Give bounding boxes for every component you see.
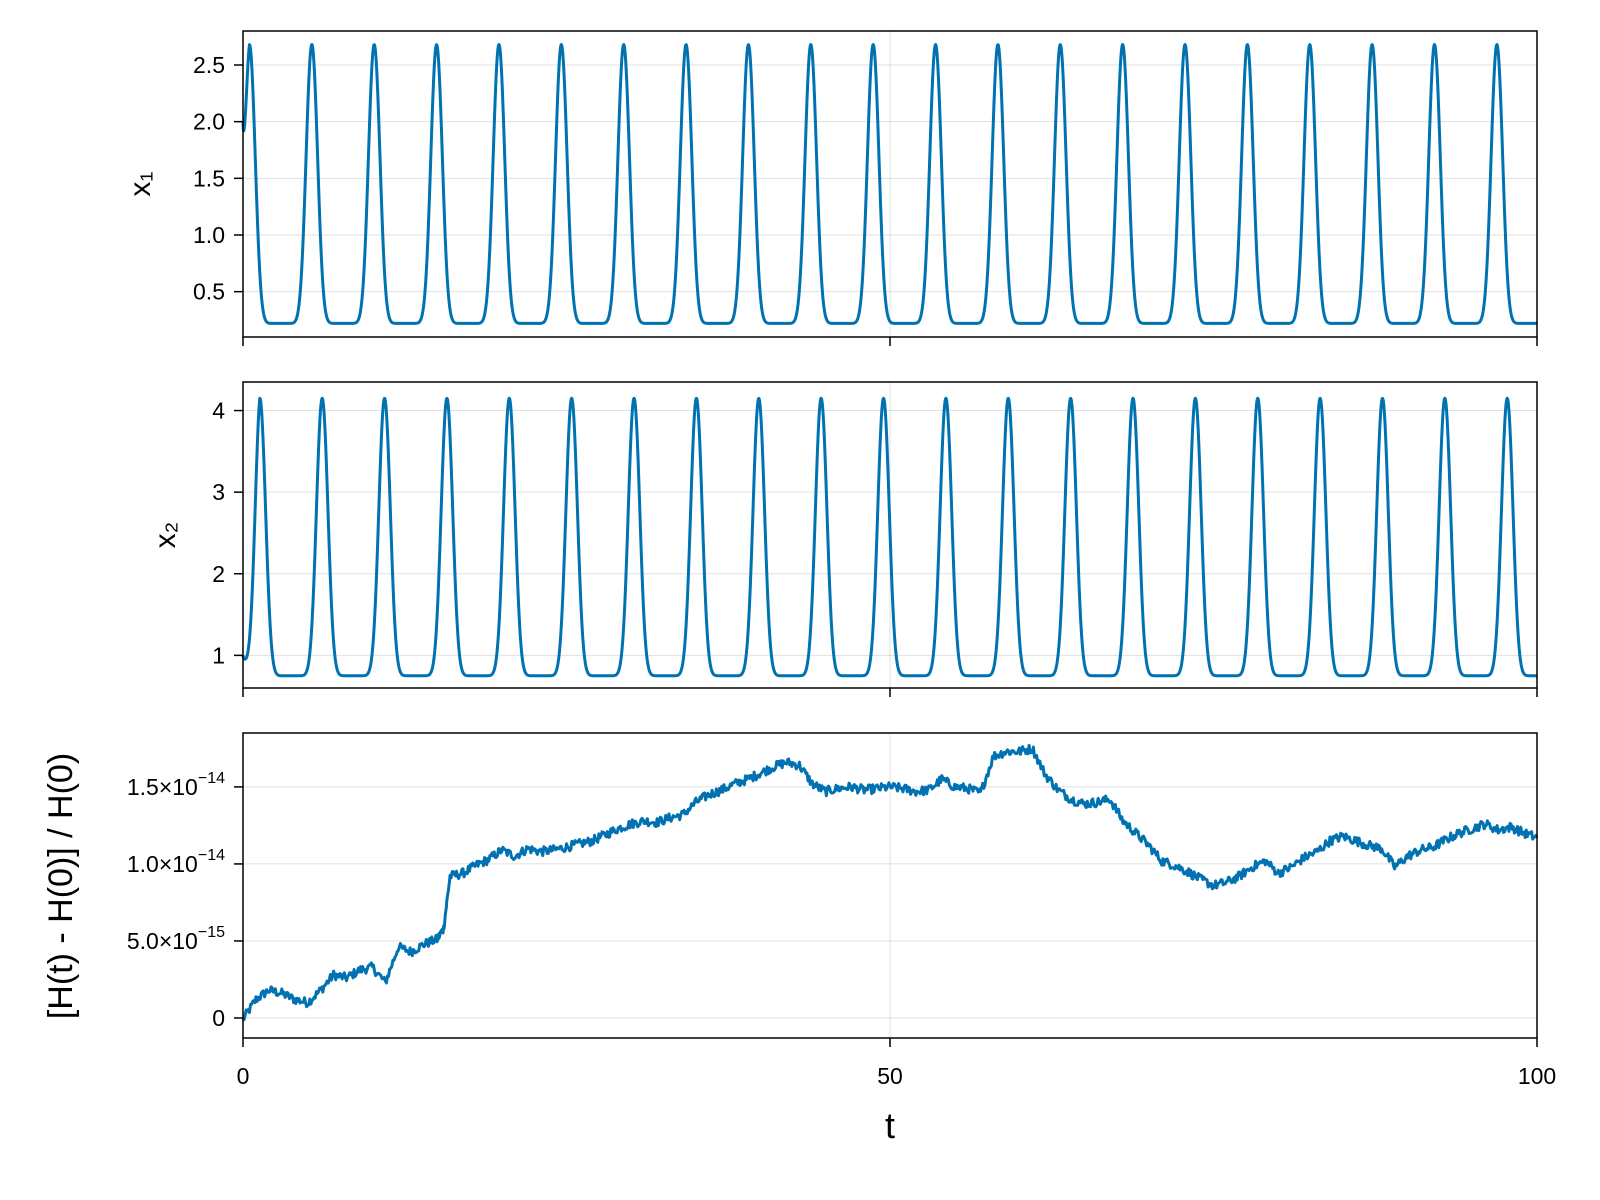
ticks-x2: 1 2 3 4 — [212, 398, 1538, 697]
ytick-label: 0 — [212, 1005, 225, 1031]
ticks-energy-error: 0 5.0×10−15 1.0×10−14 1.5×10−14 0 50 100 — [127, 770, 1556, 1089]
ytick-label: 1.0×10−14 — [127, 847, 225, 877]
ylabel-energy-error: [H(t) - H(0)] / H(0) — [42, 753, 80, 1019]
ytick-label: 3 — [212, 479, 225, 505]
ytick-label: 1.0 — [193, 222, 225, 248]
ytick-label: 0.5 — [193, 279, 225, 305]
xtick-label: 50 — [877, 1063, 903, 1089]
ylabel-x1: x₁ — [124, 171, 157, 196]
xtick-label: 100 — [1518, 1063, 1556, 1089]
ytick-label: 2.5 — [193, 52, 225, 78]
xlabel-t: t — [885, 1105, 895, 1146]
ytick-label: 1 — [212, 642, 225, 668]
series-x1-line — [241, 43, 1539, 325]
ytick-label: 1.5×10−14 — [127, 770, 225, 800]
ytick-label: 4 — [212, 398, 225, 424]
ytick-label: 2.0 — [193, 109, 225, 135]
panel-x1: 0.5 1.0 1.5 2.0 2.5 x₁ — [124, 30, 1539, 346]
series-x2-line — [241, 396, 1539, 678]
ytick-label: 1.5 — [193, 165, 225, 191]
ytick-label: 5.0×10−15 — [127, 924, 225, 954]
ytick-label: 2 — [212, 561, 225, 587]
panel-energy-error: 0 5.0×10−15 1.0×10−14 1.5×10−14 0 50 100 [H(t)… — [42, 732, 1556, 1146]
series-energy-error-line — [241, 743, 1539, 1022]
xtick-label: 0 — [237, 1063, 250, 1089]
ticks-x1: 0.5 1.0 1.5 2.0 2.5 — [193, 52, 1538, 346]
ylabel-x2: x₂ — [149, 522, 182, 549]
grid-energy-error — [242, 733, 1538, 1038]
grid-x1 — [242, 31, 1538, 337]
panel-x2: 1 2 3 4 x₂ — [149, 381, 1539, 697]
